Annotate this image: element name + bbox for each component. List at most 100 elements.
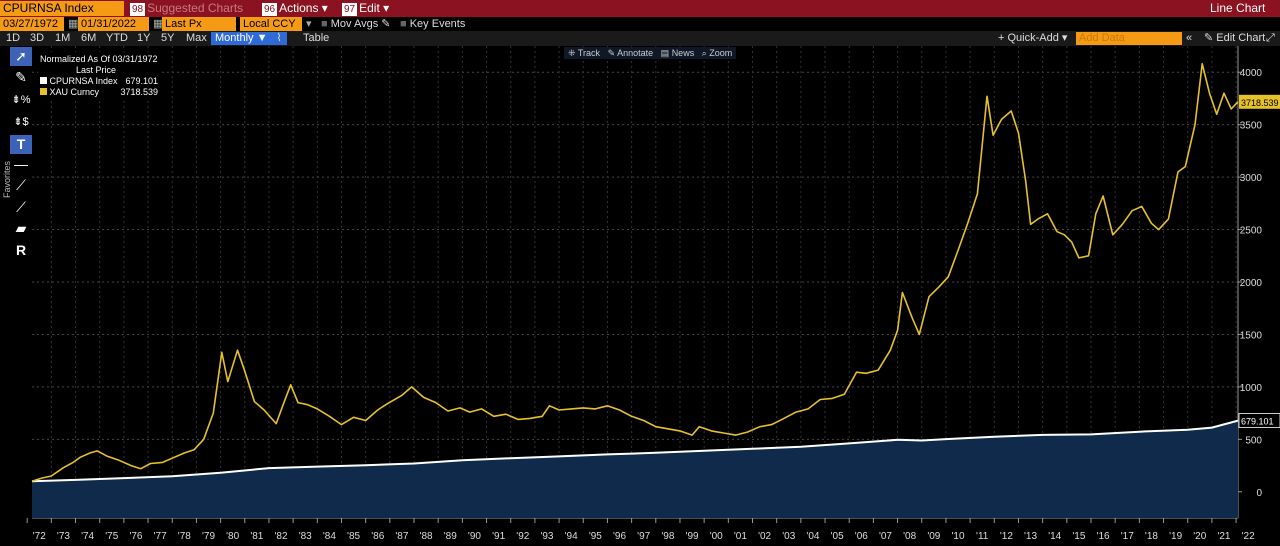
news-button[interactable]: ▤ News	[660, 48, 695, 58]
favorites-label[interactable]: Favorites	[2, 160, 12, 198]
x-tick-label: '03	[782, 531, 795, 542]
dollar-tool-icon[interactable]: ⇟$	[13, 116, 29, 128]
annotate-button[interactable]: ✎ Annotate	[607, 48, 654, 58]
ticker-field[interactable]: CPURNSA Index	[0, 1, 124, 16]
checkbox-icon: ■	[321, 18, 328, 30]
period-1d[interactable]: 1D	[6, 32, 21, 44]
legend-item-cpi[interactable]: CPURNSA Index 679.101	[40, 76, 158, 86]
line-chart[interactable]: '72 '73 '74 '75 '76 '77 '78 '79 '80 '81 '82 '83 '84 '…	[0, 46, 1280, 546]
trendline-icon[interactable]: ⟋	[16, 177, 26, 193]
y-tick-label: 500	[1245, 435, 1262, 446]
title-bar: CPURNSA Index 98 Suggested Charts 96 Actio…	[0, 0, 1280, 17]
edit-button[interactable]: 97 Edit ▾	[342, 1, 389, 16]
x-tick-label: '00	[710, 531, 723, 542]
mov-avgs-label: Mov Avgs	[330, 18, 379, 30]
x-tick-label: '06	[855, 531, 868, 542]
x-tick-label: '87	[395, 531, 408, 542]
x-tick-label: '84	[323, 531, 336, 542]
percent-tool-icon[interactable]: ⇟%	[11, 94, 31, 106]
x-tick-label: '14	[1048, 531, 1061, 542]
actions-button[interactable]: 96 Actions ▾	[262, 1, 328, 16]
table-button[interactable]: Table	[303, 32, 330, 44]
annotate-label: Annotate	[617, 48, 654, 58]
x-tick-label: '05	[831, 531, 844, 542]
y-tick-label: 1000	[1240, 383, 1263, 394]
y-tick-label: 3500	[1240, 121, 1263, 132]
cpi-area-fill	[32, 420, 1238, 518]
calendar-icon[interactable]: ▦	[68, 18, 79, 30]
expand-icon[interactable]: ⤢	[1266, 32, 1275, 44]
period-3d[interactable]: 3D	[30, 32, 45, 44]
x-tick-label: '94	[565, 531, 578, 542]
x-tick-label: '12	[1000, 531, 1013, 542]
x-tick-label: '08	[903, 531, 916, 542]
legend-item-value: 679.101	[125, 76, 158, 86]
actions-label: Actions ▾	[279, 1, 328, 15]
line-chart-icon[interactable]: ⌇	[271, 32, 287, 45]
actions-number: 96	[262, 3, 278, 16]
period-max[interactable]: Max	[186, 32, 207, 44]
x-tick-label: '09	[927, 531, 940, 542]
zoom-button[interactable]: ⌕ Zoom	[701, 48, 733, 58]
x-tick-label: '17	[1121, 531, 1134, 542]
x-tick-label: '97	[637, 531, 650, 542]
channel-icon[interactable]: ▰	[15, 220, 27, 236]
period-5y[interactable]: 5Y	[161, 32, 175, 44]
x-tick-label: '91	[492, 531, 505, 542]
y-tick-label: 2000	[1240, 278, 1263, 289]
x-tick-label: '79	[202, 531, 215, 542]
horizontal-line-icon[interactable]: —	[14, 156, 28, 172]
pointer-icon[interactable]: ➚	[10, 47, 32, 66]
x-tick-label: '07	[879, 531, 892, 542]
drawing-toolbar: ➚ ✎ ⇟% ⇟$ T — ⟋ ⟋ ▰ R	[10, 47, 32, 261]
retracement-icon[interactable]: R	[15, 242, 27, 258]
period-6m[interactable]: 6M	[81, 32, 97, 44]
x-tick-label: '92	[516, 531, 529, 542]
mov-avgs-toggle[interactable]: ■ Mov Avgs ✎	[318, 17, 394, 31]
chevron-down-icon[interactable]: ▾	[306, 18, 312, 30]
x-tick-label: '86	[371, 531, 384, 542]
checkbox-icon: ■	[400, 18, 407, 30]
end-date-field[interactable]: 01/31/2022	[78, 17, 149, 31]
period-1y[interactable]: 1Y	[137, 32, 151, 44]
chart-legend[interactable]: Normalized As Of 03/31/1972 Last Price C…	[38, 52, 162, 100]
y-tick-label: 3000	[1240, 173, 1263, 184]
quick-add-button[interactable]: + Quick-Add ▾	[998, 32, 1068, 44]
x-tick-label: '96	[613, 531, 626, 542]
calendar-icon[interactable]: ▦	[153, 18, 164, 30]
chart-type-label: Line Chart	[1210, 1, 1266, 15]
x-tick-label: '95	[589, 531, 602, 542]
text-tool-icon[interactable]: T	[10, 135, 32, 154]
legend-item-name: CPURNSA Index	[49, 76, 118, 86]
edit-chart-button[interactable]: ✎ Edit Chart	[1204, 32, 1265, 45]
start-date-field[interactable]: 03/27/1972	[0, 17, 64, 31]
pencil-icon[interactable]: ✎	[15, 69, 27, 85]
x-tick-label: '18	[1145, 531, 1158, 542]
currency-select[interactable]: Local CCY	[240, 17, 302, 31]
x-tick-label: '10	[951, 531, 964, 542]
x-tick-label: '81	[250, 531, 263, 542]
chart-overlay-tools: ⁜ Track ✎ Annotate ▤ News ⌕ Zoom	[564, 47, 737, 59]
suggested-charts-button[interactable]: 98 Suggested Charts	[130, 1, 243, 16]
frequency-select[interactable]: Monthly ▼	[211, 32, 272, 45]
double-chevron-left-icon[interactable]: «	[1186, 32, 1193, 44]
legend-item-value: 3718.539	[120, 87, 158, 97]
x-tick-label: '72	[33, 531, 46, 542]
x-tick-label: '80	[226, 531, 239, 542]
field-select[interactable]: Last Px	[162, 17, 236, 31]
period-1m[interactable]: 1M	[55, 32, 71, 44]
period-ytd[interactable]: YTD	[106, 32, 128, 44]
ray-icon[interactable]: ⟋	[16, 199, 26, 215]
legend-normalized: Normalized As Of 03/31/1972	[40, 54, 158, 64]
x-tick-label: '16	[1097, 531, 1110, 542]
key-events-toggle[interactable]: ■ Key Events	[397, 17, 468, 31]
x-tick-label: '89	[444, 531, 457, 542]
track-button[interactable]: ⁜ Track	[568, 48, 601, 58]
legend-item-name: XAU Curncy	[49, 87, 100, 97]
legend-item-xau[interactable]: XAU Curncy 3718.539	[40, 87, 158, 97]
last-value-tag	[1238, 413, 1280, 428]
x-tick-label: '02	[758, 531, 771, 542]
x-tick-label: '04	[806, 531, 819, 542]
y-tick-label: 2500	[1240, 226, 1263, 237]
add-data-input[interactable]: Add Data	[1076, 32, 1182, 45]
